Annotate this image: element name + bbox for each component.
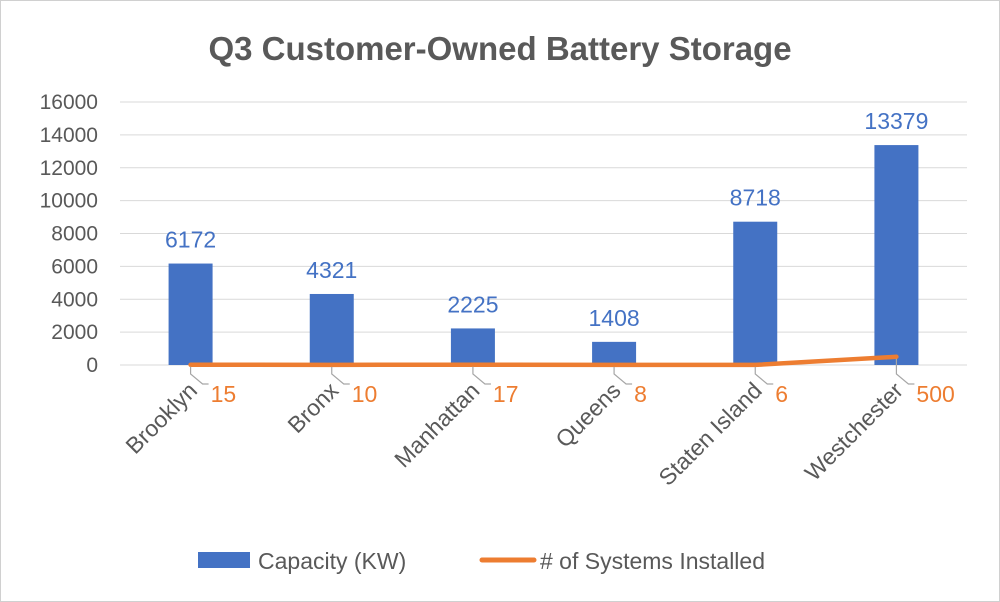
chart-title: Q3 Customer-Owned Battery Storage <box>208 30 791 67</box>
data-labels: 6172 4321 2225 1408 8718 13379 15 10 17 8 6 500 <box>165 108 955 407</box>
line-data-label: 500 <box>916 381 954 407</box>
leader-line <box>331 366 350 385</box>
x-category-label: Manhattan <box>389 377 484 472</box>
y-tick-label: 6000 <box>51 255 98 278</box>
bar-data-label: 2225 <box>447 291 498 317</box>
bar-series <box>168 145 919 365</box>
bar-data-label: 6172 <box>165 227 216 253</box>
bar <box>733 221 778 365</box>
bar-data-label: 13379 <box>864 108 928 134</box>
leader-line <box>754 366 774 385</box>
y-tick-label: 8000 <box>51 223 98 246</box>
x-category-label: Westchester <box>799 377 908 486</box>
bar-data-label: 1408 <box>588 305 639 331</box>
leader-line <box>613 366 633 385</box>
bar-data-label: 4321 <box>306 257 357 283</box>
bar <box>874 145 919 365</box>
y-tick-label: 4000 <box>51 288 98 311</box>
x-category-label: Staten Island <box>653 377 766 490</box>
systems-line <box>188 354 899 368</box>
line-data-label: 15 <box>211 381 237 407</box>
line-data-label: 17 <box>493 381 519 407</box>
x-category-label: Brooklyn <box>120 377 202 459</box>
legend: Capacity (KW) # of Systems Installed <box>198 548 765 574</box>
y-tick-label: 16000 <box>40 91 98 114</box>
y-axis: 0 2000 4000 6000 8000 10000 12000 14000 16000 <box>40 91 98 377</box>
y-tick-label: 0 <box>86 354 98 377</box>
legend-label-systems: # of Systems Installed <box>540 548 765 574</box>
x-category-label: Queens <box>550 377 625 452</box>
line-data-label: 8 <box>634 381 647 407</box>
y-tick-label: 10000 <box>40 190 98 213</box>
line-data-label: 6 <box>775 381 788 407</box>
leader-line <box>895 358 915 385</box>
line-data-label: 10 <box>352 381 378 407</box>
legend-swatch-capacity <box>198 552 250 568</box>
bar <box>592 341 637 365</box>
gridlines <box>120 101 967 366</box>
y-tick-label: 2000 <box>51 321 98 344</box>
y-tick-label: 12000 <box>40 157 98 180</box>
bar <box>309 293 354 365</box>
leader-line <box>189 366 209 385</box>
leader-line <box>472 366 491 385</box>
bar <box>168 263 213 365</box>
bar-data-label: 8718 <box>730 185 781 211</box>
bar <box>450 328 495 365</box>
legend-label-capacity: Capacity (KW) <box>258 548 406 574</box>
x-category-label: Bronx <box>282 377 343 438</box>
y-tick-label: 14000 <box>40 124 98 147</box>
line-series <box>188 354 899 368</box>
